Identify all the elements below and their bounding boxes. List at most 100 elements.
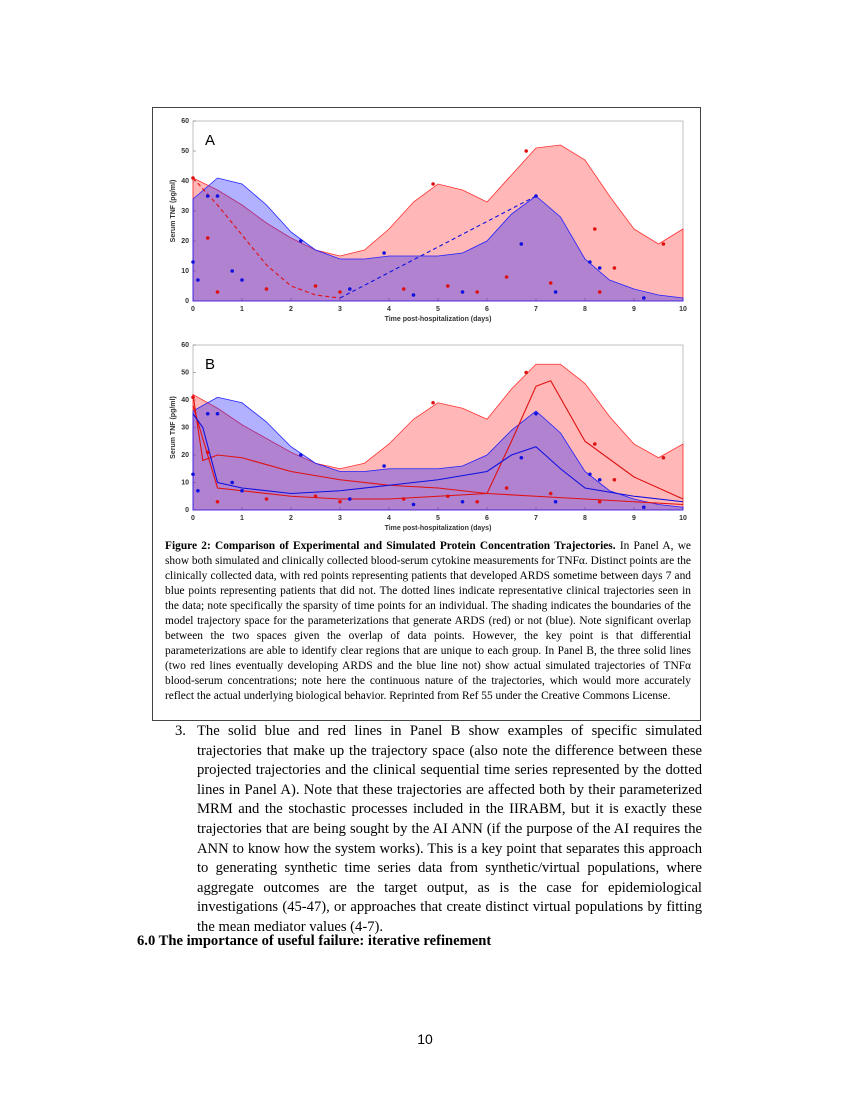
x-tick-label: 6 bbox=[485, 306, 489, 313]
x-tick-label: 2 bbox=[289, 306, 293, 313]
data-point bbox=[597, 499, 602, 504]
x-axis-label: Time post-hospitalization (days) bbox=[385, 525, 492, 532]
area-band bbox=[192, 363, 684, 511]
data-point bbox=[548, 281, 553, 285]
y-tick-label: 50 bbox=[181, 369, 189, 376]
data-point bbox=[348, 287, 352, 291]
data-point bbox=[191, 176, 195, 180]
data-point bbox=[401, 287, 406, 291]
area-band bbox=[192, 396, 684, 511]
plot-frame bbox=[192, 344, 684, 511]
data-point bbox=[401, 497, 406, 501]
data-point bbox=[588, 260, 592, 264]
x-tick-label: 10 bbox=[679, 515, 687, 522]
x-tick-label: 0 bbox=[191, 515, 195, 522]
y-tick-label: 60 bbox=[181, 118, 189, 125]
panel-label: A bbox=[205, 132, 215, 149]
figure: 0 10 20 30 40 50 60 0 1 2 3 4 5 6 7 8 9 10 Time post-hospi… bbox=[152, 107, 701, 721]
data-point bbox=[230, 269, 234, 273]
data-point bbox=[230, 480, 234, 485]
data-point bbox=[264, 287, 269, 291]
data-point bbox=[240, 488, 244, 493]
x-tick-label: 8 bbox=[583, 515, 587, 522]
data-point bbox=[382, 464, 386, 468]
data-point bbox=[588, 472, 592, 477]
data-point bbox=[612, 477, 617, 482]
y-tick-label: 10 bbox=[181, 268, 189, 275]
data-point bbox=[553, 290, 558, 294]
x-axis-label: Time post-hospitalization (days) bbox=[385, 316, 492, 323]
y-axis-label: Serum TNF (pg/ml) bbox=[170, 396, 177, 459]
x-tick-label: 9 bbox=[632, 515, 636, 522]
trajectory-line bbox=[192, 380, 684, 500]
data-point bbox=[191, 472, 195, 477]
x-tick-label: 8 bbox=[583, 306, 587, 313]
data-point bbox=[205, 411, 210, 416]
x-tick-label: 3 bbox=[338, 306, 342, 313]
x-tick-label: 7 bbox=[534, 306, 538, 313]
page-number: 10 bbox=[417, 1031, 433, 1047]
section-heading: 6.0 The importance of useful failure: it… bbox=[137, 933, 492, 949]
data-point bbox=[338, 499, 342, 504]
data-point bbox=[519, 455, 524, 460]
y-tick-label: 0 bbox=[185, 507, 189, 514]
data-point bbox=[264, 497, 269, 501]
plot-frame bbox=[192, 120, 684, 302]
data-point bbox=[431, 182, 435, 186]
y-tick-label: 30 bbox=[181, 424, 189, 431]
y-axis-label: Serum TNF (pg/ml) bbox=[170, 180, 177, 243]
x-tick-label: 6 bbox=[485, 515, 489, 522]
data-point bbox=[475, 290, 480, 294]
data-point bbox=[661, 455, 666, 460]
data-point bbox=[411, 502, 416, 507]
data-point bbox=[504, 486, 509, 490]
data-point bbox=[504, 275, 509, 279]
list-text: The solid blue and red lines in Panel B … bbox=[197, 723, 702, 935]
y-tick-label: 60 bbox=[181, 342, 189, 349]
data-point bbox=[348, 497, 352, 501]
data-point bbox=[313, 284, 318, 288]
data-point bbox=[460, 290, 465, 294]
data-point bbox=[597, 290, 602, 294]
data-point bbox=[475, 499, 480, 504]
data-point bbox=[534, 411, 538, 416]
data-point bbox=[215, 290, 220, 294]
y-tick-label: 20 bbox=[181, 452, 189, 459]
data-point bbox=[597, 477, 602, 482]
data-point bbox=[524, 370, 528, 375]
y-tick-label: 40 bbox=[181, 397, 189, 404]
x-tick-label: 9 bbox=[632, 306, 636, 313]
x-tick-label: 1 bbox=[240, 515, 244, 522]
data-point bbox=[553, 499, 558, 504]
data-point bbox=[338, 290, 342, 294]
x-tick-label: 4 bbox=[387, 306, 391, 313]
panel-label: B bbox=[205, 356, 215, 373]
data-point bbox=[593, 442, 597, 446]
chart-panel: 0 10 20 30 40 50 60 0 1 2 3 4 5 6 7 8 9 10 Time post-hospi… bbox=[170, 118, 687, 323]
data-point bbox=[205, 450, 210, 455]
y-tick-label: 30 bbox=[181, 208, 189, 215]
data-point bbox=[446, 284, 450, 288]
x-tick-label: 3 bbox=[338, 515, 342, 522]
x-tick-label: 5 bbox=[436, 306, 440, 313]
data-point bbox=[524, 149, 528, 153]
data-point bbox=[205, 194, 210, 198]
data-point bbox=[548, 491, 553, 496]
x-tick-label: 7 bbox=[534, 515, 538, 522]
area-band bbox=[192, 177, 684, 302]
data-point bbox=[196, 488, 200, 493]
data-point bbox=[534, 194, 538, 198]
y-tick-label: 40 bbox=[181, 178, 189, 185]
x-tick-label: 4 bbox=[387, 515, 391, 522]
trajectory-line bbox=[192, 413, 684, 503]
trajectory-line bbox=[192, 177, 341, 299]
data-point bbox=[597, 266, 602, 270]
data-point bbox=[299, 453, 303, 457]
data-point bbox=[431, 400, 435, 405]
x-tick-label: 5 bbox=[436, 515, 440, 522]
x-tick-label: 0 bbox=[191, 306, 195, 313]
y-tick-label: 50 bbox=[181, 148, 189, 155]
area-band bbox=[192, 144, 684, 302]
